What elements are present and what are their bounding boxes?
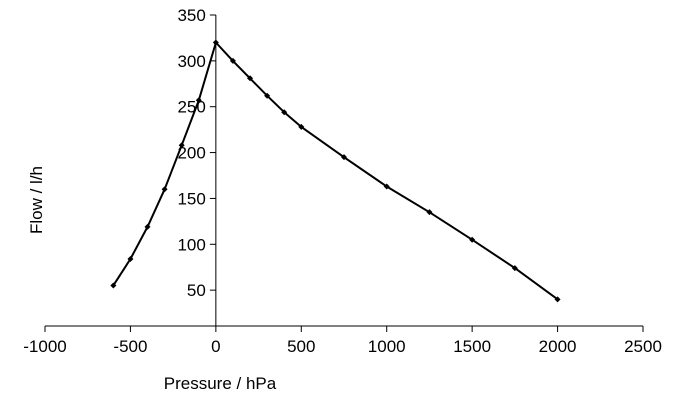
x-tick-label: 1000 — [368, 337, 406, 356]
y-tick-label: 150 — [177, 189, 205, 208]
data-point — [161, 186, 168, 193]
data-point — [298, 123, 305, 130]
y-tick-label: 50 — [187, 281, 206, 300]
x-tick-label: -1000 — [23, 337, 66, 356]
data-point — [127, 255, 134, 262]
data-point — [110, 282, 117, 289]
x-ticks: -1000 -500 0 500 1000 1500 2000 2500 — [23, 326, 662, 356]
y-tick-label: 100 — [177, 235, 205, 254]
y-tick-label: 300 — [177, 52, 205, 71]
data-point — [554, 296, 561, 303]
data-point — [469, 236, 476, 243]
data-point — [511, 265, 518, 272]
data-point — [178, 142, 185, 149]
data-point — [229, 57, 236, 64]
x-tick-label: 0 — [211, 337, 220, 356]
data-point — [281, 109, 288, 116]
data-point — [426, 209, 433, 216]
x-tick-label: -500 — [113, 337, 147, 356]
x-tick-label: 2500 — [624, 337, 662, 356]
y-tick-label: 350 — [177, 6, 205, 25]
y-ticks: 50 100 150 200 250 300 350 — [177, 6, 216, 300]
plot-area — [110, 39, 561, 303]
axes — [45, 15, 643, 327]
data-point — [383, 183, 390, 190]
series-line — [112, 41, 559, 301]
x-tick-label: 1500 — [453, 337, 491, 356]
x-tick-label: 2000 — [539, 337, 577, 356]
y-axis-title: Flow / l/h — [27, 166, 46, 234]
data-point — [264, 92, 271, 99]
y-tick-label: 200 — [177, 144, 205, 163]
data-point — [195, 97, 202, 104]
data-point — [341, 154, 347, 161]
x-tick-label: 500 — [287, 337, 315, 356]
data-point — [247, 75, 254, 82]
y-tick-label: 250 — [177, 98, 205, 117]
data-point — [212, 39, 219, 46]
data-point — [144, 223, 151, 230]
x-axis-title: Pressure / hPa — [164, 374, 277, 393]
